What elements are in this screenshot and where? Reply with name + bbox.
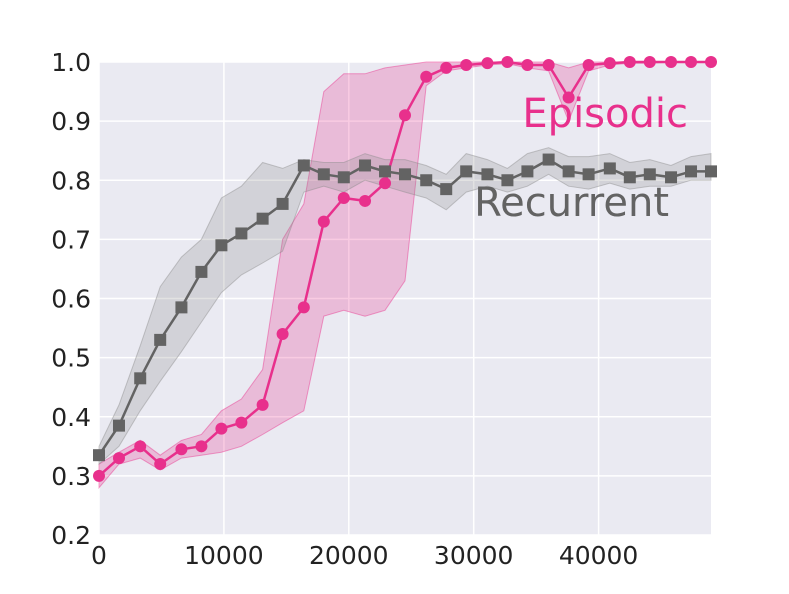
point-episodic bbox=[359, 194, 372, 207]
point-recurrent bbox=[134, 372, 147, 385]
y-tick-label: 0.9 bbox=[51, 107, 91, 136]
point-recurrent bbox=[705, 165, 717, 178]
y-tick-label: 0.4 bbox=[51, 403, 91, 432]
point-recurrent bbox=[582, 168, 595, 181]
y-tick-label: 0.3 bbox=[51, 462, 91, 491]
point-recurrent bbox=[256, 212, 269, 225]
y-tick-label: 1.0 bbox=[51, 48, 91, 77]
point-recurrent bbox=[643, 168, 656, 181]
point-recurrent bbox=[235, 227, 248, 240]
point-recurrent bbox=[603, 162, 616, 175]
x-tick-label: 30000 bbox=[434, 541, 514, 570]
point-recurrent bbox=[623, 171, 636, 184]
x-axis-ticks: 0 10000 20000 30000 40000 bbox=[91, 541, 638, 570]
point-episodic bbox=[317, 215, 330, 228]
point-recurrent bbox=[154, 333, 167, 346]
series-label-recurrent: Recurrent bbox=[474, 180, 669, 226]
y-tick-label: 0.8 bbox=[51, 166, 91, 195]
point-recurrent bbox=[276, 197, 289, 210]
point-recurrent bbox=[215, 239, 228, 252]
point-episodic bbox=[460, 58, 473, 71]
x-tick-label: 20000 bbox=[309, 541, 389, 570]
point-episodic bbox=[276, 327, 289, 340]
point-episodic bbox=[481, 57, 494, 70]
point-recurrent bbox=[665, 171, 678, 184]
y-tick-label: 0.5 bbox=[51, 344, 91, 373]
point-episodic bbox=[337, 191, 350, 204]
point-episodic bbox=[685, 56, 698, 68]
point-episodic bbox=[562, 91, 575, 104]
x-tick-label: 0 bbox=[91, 541, 107, 570]
point-recurrent bbox=[562, 165, 575, 178]
point-recurrent bbox=[420, 174, 433, 187]
x-tick-label: 40000 bbox=[559, 541, 639, 570]
point-recurrent bbox=[337, 171, 350, 184]
point-episodic bbox=[501, 56, 514, 68]
point-episodic bbox=[440, 61, 453, 74]
point-episodic bbox=[256, 398, 269, 411]
point-recurrent bbox=[359, 159, 372, 172]
point-recurrent bbox=[93, 449, 105, 462]
point-episodic bbox=[195, 440, 208, 453]
point-recurrent bbox=[112, 419, 125, 432]
point-episodic bbox=[399, 109, 411, 122]
point-episodic bbox=[705, 56, 717, 68]
y-tick-label: 0.6 bbox=[51, 285, 91, 314]
point-episodic bbox=[235, 416, 248, 429]
point-recurrent bbox=[175, 301, 188, 314]
point-episodic bbox=[154, 458, 167, 471]
point-episodic bbox=[582, 58, 595, 71]
point-episodic bbox=[665, 56, 678, 68]
point-episodic bbox=[623, 56, 636, 68]
point-recurrent bbox=[297, 159, 310, 172]
y-axis-ticks: 0.2 0.3 0.4 0.5 0.6 0.7 0.8 0.9 1.0 bbox=[51, 48, 91, 550]
series-markers bbox=[93, 56, 717, 482]
point-episodic bbox=[603, 57, 616, 70]
y-tick-label: 0.2 bbox=[51, 521, 91, 550]
point-episodic bbox=[215, 422, 228, 435]
point-recurrent bbox=[399, 168, 411, 181]
point-recurrent bbox=[542, 153, 555, 166]
point-episodic bbox=[379, 177, 392, 190]
point-episodic bbox=[93, 469, 105, 482]
point-episodic bbox=[297, 301, 310, 314]
point-episodic bbox=[134, 440, 147, 453]
point-episodic bbox=[175, 443, 188, 456]
point-recurrent bbox=[317, 168, 330, 181]
point-recurrent bbox=[521, 165, 534, 178]
series-label-episodic: Episodic bbox=[522, 91, 688, 137]
point-recurrent bbox=[379, 165, 392, 178]
point-recurrent bbox=[501, 174, 514, 187]
point-episodic bbox=[643, 56, 656, 68]
point-recurrent bbox=[460, 165, 473, 178]
point-episodic bbox=[112, 452, 125, 465]
point-recurrent bbox=[685, 165, 698, 178]
y-tick-label: 0.7 bbox=[51, 225, 91, 254]
x-tick-label: 10000 bbox=[184, 541, 264, 570]
point-recurrent bbox=[440, 183, 453, 196]
point-episodic bbox=[521, 58, 534, 71]
point-episodic bbox=[420, 70, 433, 83]
point-episodic bbox=[542, 58, 555, 71]
point-recurrent bbox=[195, 265, 208, 278]
point-recurrent bbox=[481, 168, 494, 181]
